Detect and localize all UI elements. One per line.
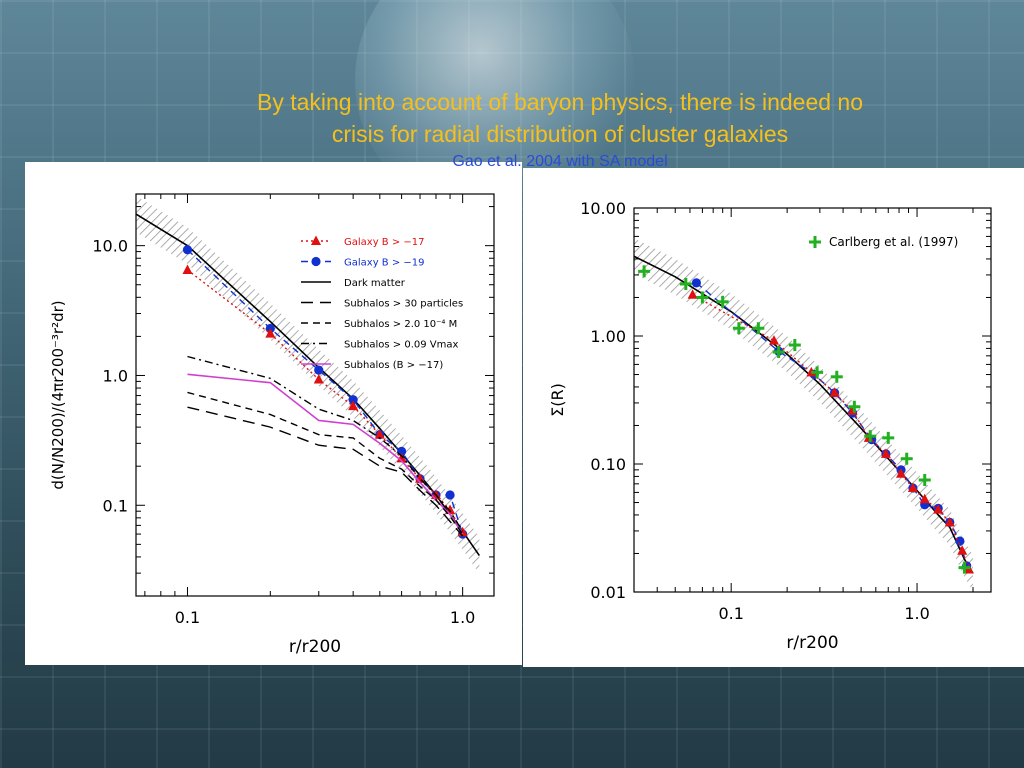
uncertainty-band <box>634 238 973 592</box>
series-line <box>186 249 464 535</box>
legend-label: Subhalos > 0.09 Vmax <box>344 340 458 351</box>
y-tick-label: 0.1 <box>103 496 128 515</box>
data-point-triangle <box>933 504 944 514</box>
legend-label: Galaxy B > −19 <box>344 258 425 269</box>
slide-title: By taking into account of baryon physics… <box>150 86 970 150</box>
uncertainty-band <box>136 195 480 574</box>
legend-marker-triangle <box>311 235 321 245</box>
y-tick-label: 1.0 <box>103 366 128 385</box>
legend-label: Dark matter <box>344 278 406 289</box>
legend-label: Galaxy B > −17 <box>344 237 425 248</box>
x-tick-label: 1.0 <box>450 608 475 627</box>
data-point-triangle <box>944 516 955 527</box>
data-point-triangle <box>907 482 918 492</box>
series-line <box>187 355 464 532</box>
data-point-triangle <box>896 468 907 478</box>
data-point-triangle <box>348 400 359 411</box>
data-point-circle <box>691 278 702 288</box>
data-point-triangle <box>880 448 891 458</box>
plot-frame <box>633 207 992 593</box>
x-tick-label: 1.0 <box>904 604 929 623</box>
series-line <box>187 373 464 535</box>
legend-label: Subhalos (B > −17) <box>344 360 443 371</box>
surface-density-chart: 0.1 1.0 0.01 0.10 1.00 10.00 r/r200 Σ(R) Carlber… <box>548 199 992 653</box>
data-point-triangle <box>769 335 780 345</box>
data-point-triangle <box>687 289 698 299</box>
x-axis-label: r/r200 <box>786 633 838 653</box>
data-point-triangle <box>396 452 407 463</box>
series-line <box>187 406 464 537</box>
data-point-triangle <box>919 493 930 504</box>
plot-frame <box>135 193 495 597</box>
y-tick-label: 10.0 <box>92 237 128 256</box>
y-tick-label: 1.00 <box>590 327 626 346</box>
x-axis-label: r/r200 <box>289 637 341 657</box>
y-axis-label: d(N/N200)/(4πr200⁻³r²dr) <box>49 300 67 489</box>
y-axis-label: Σ(R) <box>548 383 567 417</box>
legend-label: Subhalos > 30 particles <box>344 299 463 310</box>
data-point-triangle <box>313 374 324 384</box>
data-point-circle <box>314 365 324 375</box>
data-point-triangle <box>265 328 276 338</box>
legend-label: Subhalos > 2.0 10⁻⁴ M <box>344 319 457 330</box>
data-point-triangle <box>374 429 385 439</box>
legend-label: Carlberg et al. (1997) <box>829 235 958 249</box>
title-line-1: By taking into account of baryon physics… <box>256 89 864 115</box>
y-tick-label: 0.01 <box>590 583 626 602</box>
data-point-triangle <box>957 545 968 555</box>
data-point-circle <box>348 395 358 405</box>
data-point-triangle <box>829 387 840 397</box>
data-point-circle <box>445 490 455 500</box>
citation-subtitle: Gao et al. 2004 with SA model <box>452 153 668 170</box>
y-tick-label: 0.10 <box>590 455 626 474</box>
x-tick-label: 0.1 <box>175 608 200 627</box>
x-tick-label: 0.1 <box>718 604 743 623</box>
radial-density-chart: 0.1 1.0 0.1 1.0 10.0 r/r200 d(N/N200)/(4πr200⁻… <box>49 193 495 657</box>
series-line <box>692 294 970 570</box>
right-chart-panel: 0.1 1.0 0.01 0.10 1.00 10.00 r/r200 Σ(R) Carlber… <box>523 168 1024 667</box>
legend-marker-circle <box>311 256 321 267</box>
title-line-2: crisis for radial distribution of cluste… <box>331 121 789 147</box>
data-point-circle <box>955 536 965 546</box>
y-tick-label: 10.00 <box>580 199 626 218</box>
left-chart-panel: 0.1 1.0 0.1 1.0 10.0 r/r200 d(N/N200)/(4πr200⁻… <box>25 162 522 665</box>
series-line <box>187 391 464 535</box>
series-line <box>634 255 974 574</box>
data-point-circle <box>182 245 193 255</box>
data-point-triangle <box>182 264 193 274</box>
